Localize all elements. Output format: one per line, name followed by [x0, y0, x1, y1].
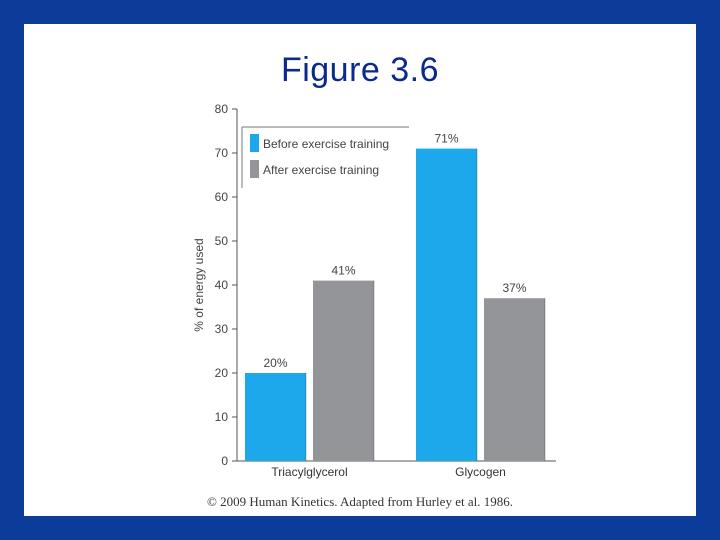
chart-axes: 0 10 20 30 40 50 60 70 80 % of energy used Triacyl… — [192, 102, 556, 479]
copyright-credit: © 2009 Human Kinetics. Adapted from Hurl… — [207, 494, 513, 509]
y-tick-label: 30 — [215, 322, 229, 336]
legend-label: After exercise training — [263, 163, 379, 177]
legend-swatch — [250, 134, 259, 152]
slide-title: Figure 3.6 — [280, 51, 440, 89]
bar-before-triacylglycerol — [245, 373, 306, 461]
y-tick-label: 70 — [215, 146, 229, 160]
chart-bars: 20% 41% 71% 37% — [245, 132, 546, 461]
chart-legend: Before exercise training After exercise t… — [241, 126, 409, 188]
bar-data-label: 71% — [434, 132, 458, 146]
y-tick-label: 80 — [215, 102, 229, 116]
y-tick-label: 60 — [215, 190, 229, 204]
legend-label: Before exercise training — [263, 137, 389, 151]
y-tick-label: 20 — [215, 366, 229, 380]
x-category-label: Glycogen — [455, 465, 506, 479]
bar-after-triacylglycerol — [313, 280, 374, 461]
y-tick-label: 10 — [215, 410, 229, 424]
bar-after-glycogen — [484, 298, 545, 461]
y-tick-label: 50 — [215, 234, 229, 248]
bar-data-label: 37% — [502, 281, 526, 295]
bar-before-glycogen — [416, 148, 477, 461]
y-tick-label: 0 — [221, 454, 228, 468]
y-tick-label: 40 — [215, 278, 229, 292]
legend-swatch — [250, 160, 259, 178]
y-axis-title: % of energy used — [192, 238, 206, 331]
x-category-label: Triacylglycerol — [271, 465, 347, 479]
bar-data-label: 20% — [263, 356, 287, 370]
bar-data-label: 41% — [331, 264, 355, 278]
